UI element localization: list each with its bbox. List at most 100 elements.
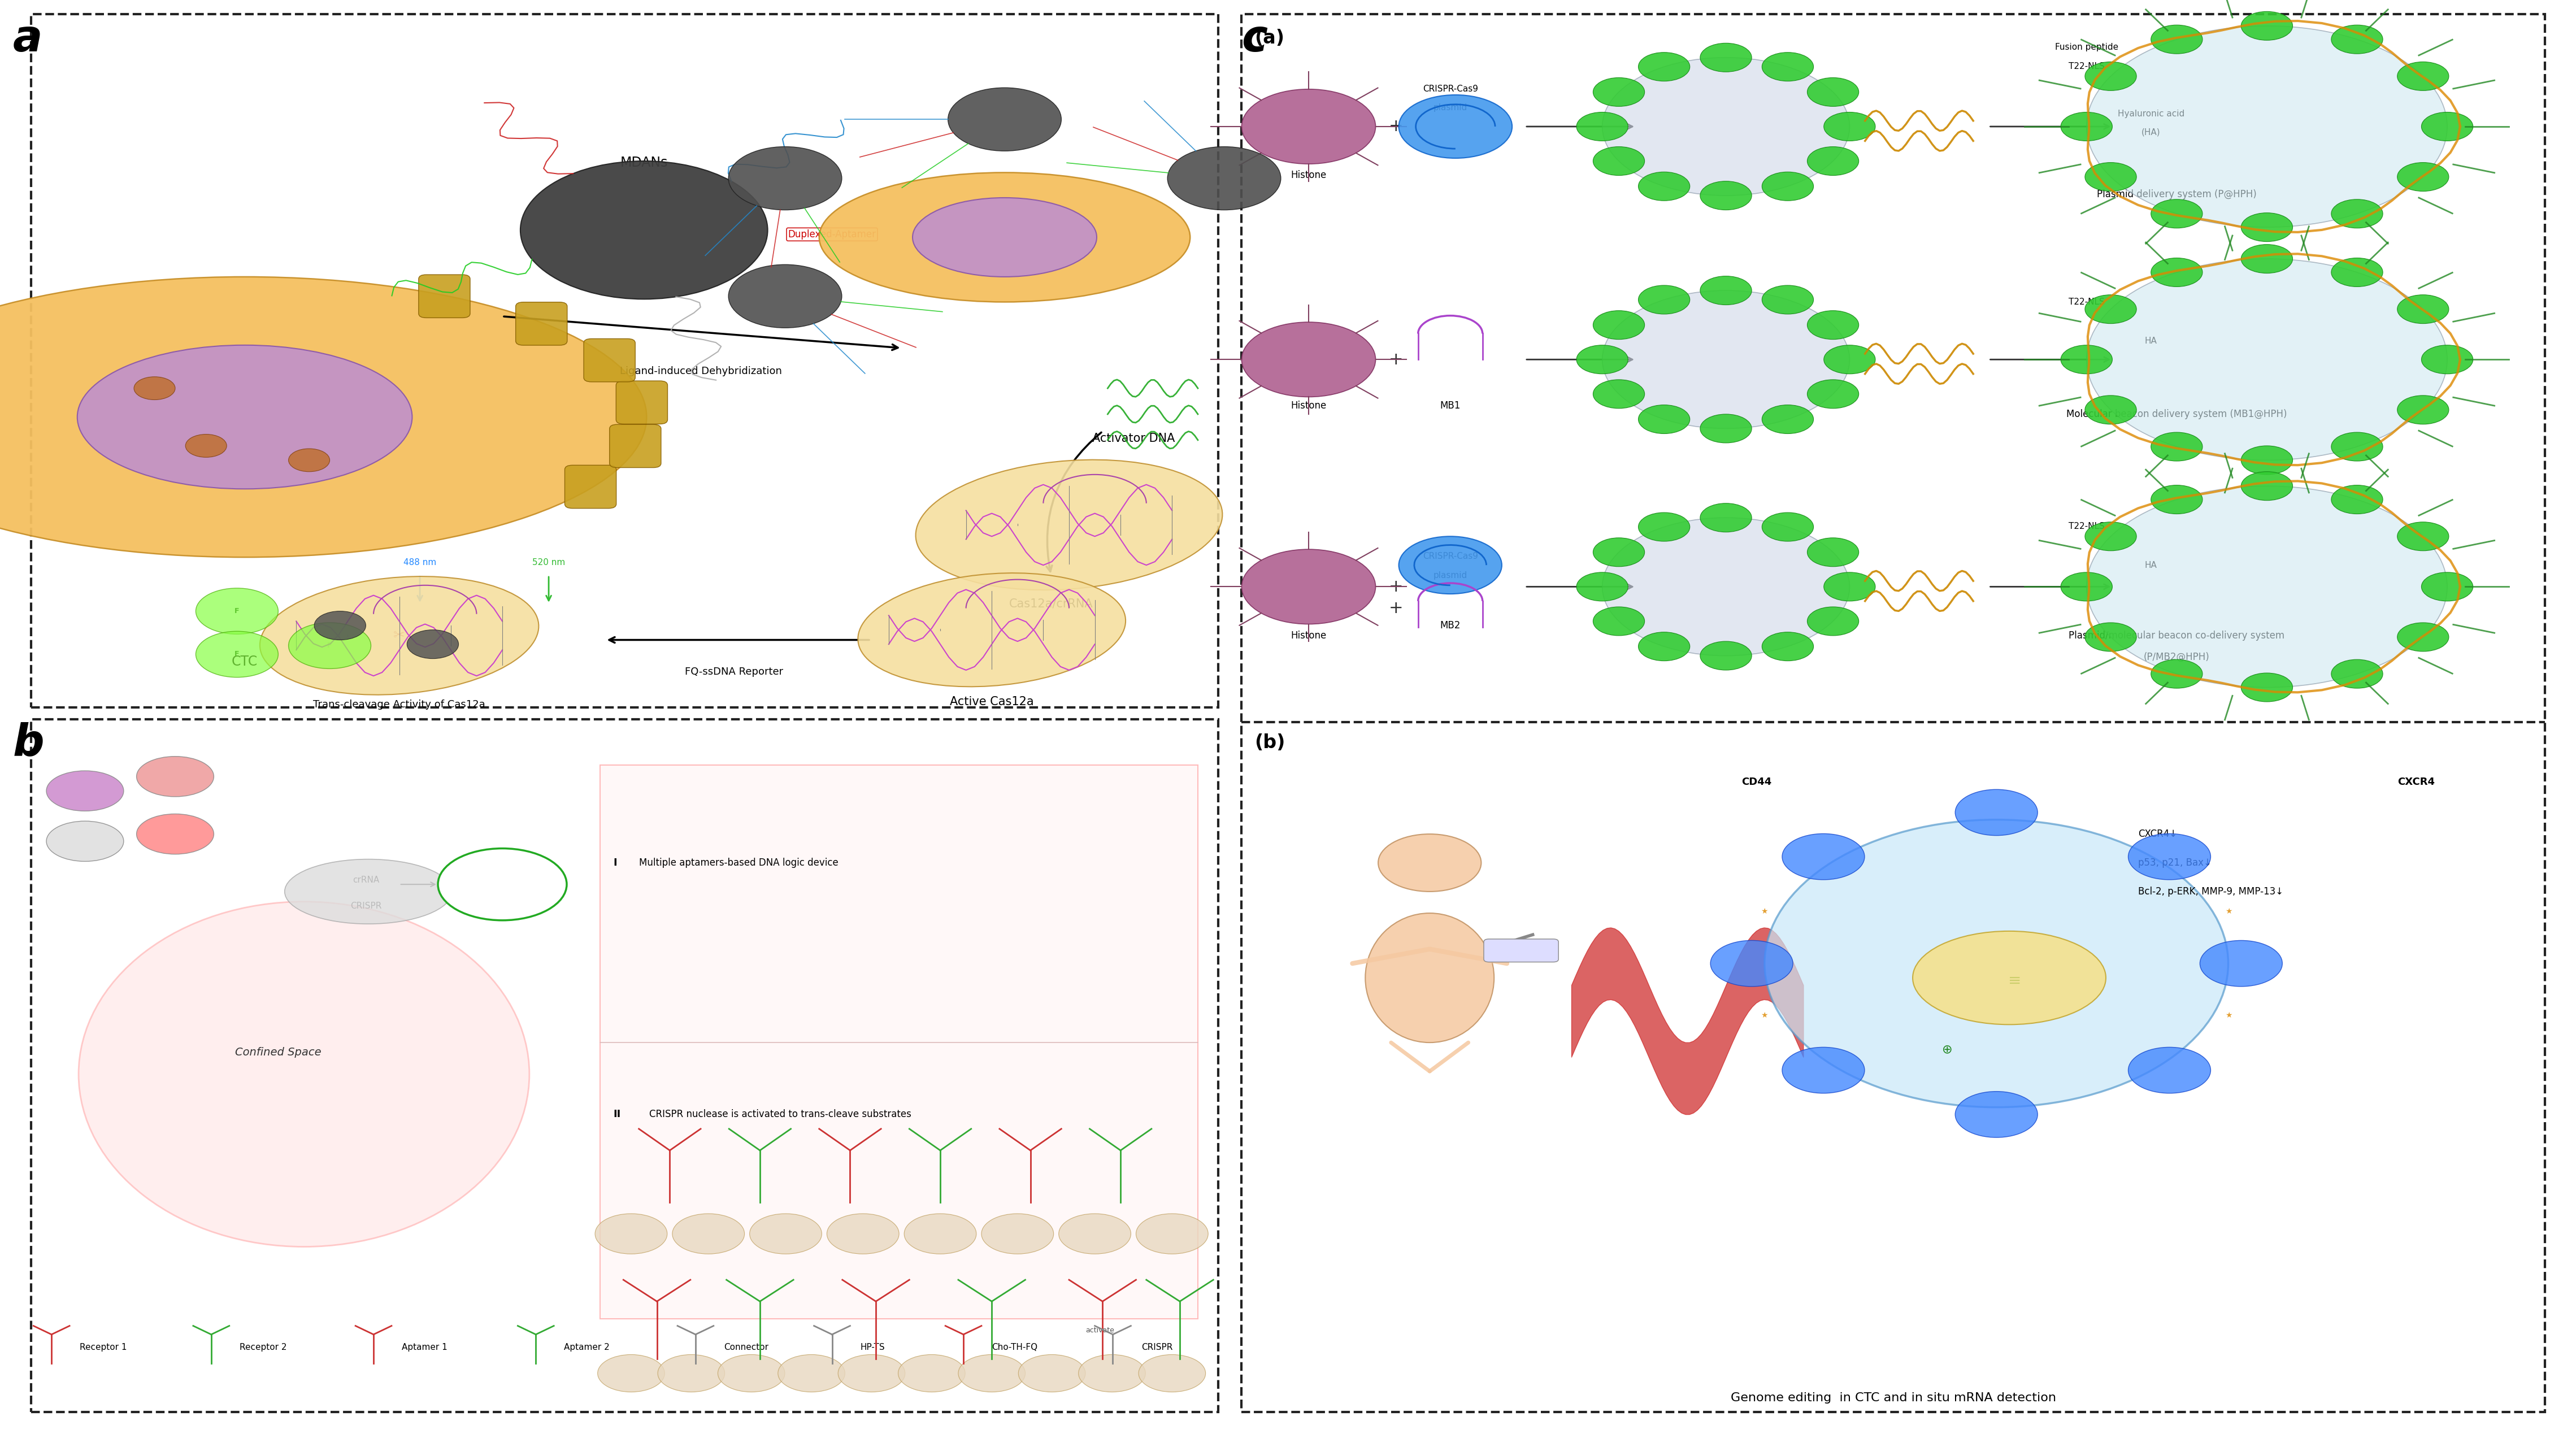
Circle shape — [438, 848, 567, 920]
FancyBboxPatch shape — [417, 275, 469, 318]
Circle shape — [2128, 834, 2210, 880]
Circle shape — [1018, 1355, 1084, 1392]
Circle shape — [719, 1355, 786, 1392]
Circle shape — [1136, 1214, 1208, 1254]
Circle shape — [598, 1355, 665, 1392]
Ellipse shape — [260, 577, 538, 695]
Circle shape — [1955, 789, 2038, 835]
Circle shape — [1079, 1355, 1146, 1392]
Circle shape — [1577, 572, 1628, 601]
Text: CD44: CD44 — [1741, 777, 1772, 788]
Text: +: + — [1388, 600, 1404, 617]
FancyBboxPatch shape — [600, 765, 1198, 1319]
Circle shape — [1139, 1355, 1206, 1392]
Text: Connector: Connector — [724, 1343, 768, 1352]
Circle shape — [2084, 623, 2136, 651]
Circle shape — [948, 88, 1061, 151]
Circle shape — [1808, 147, 1860, 175]
Text: Histone: Histone — [1291, 170, 1327, 181]
Text: Multiple aptamers-based DNA logic device: Multiple aptamers-based DNA logic device — [639, 857, 837, 869]
Text: p53, p21, Bax↓: p53, p21, Bax↓ — [2138, 857, 2210, 869]
Text: CRISPR: CRISPR — [1141, 1343, 1172, 1352]
Circle shape — [1783, 1047, 1865, 1093]
Ellipse shape — [0, 278, 647, 558]
Circle shape — [729, 147, 842, 210]
Text: Duplexed-Aptamer: Duplexed-Aptamer — [788, 229, 876, 240]
Ellipse shape — [137, 756, 214, 797]
Text: MB1: MB1 — [1440, 400, 1461, 411]
Text: Histone: Histone — [1291, 630, 1327, 641]
Circle shape — [2084, 395, 2136, 424]
Text: ★: ★ — [1759, 907, 1767, 915]
Circle shape — [1242, 549, 1376, 624]
Circle shape — [2331, 485, 2383, 513]
Circle shape — [1700, 276, 1752, 305]
Ellipse shape — [283, 860, 453, 925]
Text: Trans-cleavage Activity of Cas12a: Trans-cleavage Activity of Cas12a — [314, 699, 484, 710]
Circle shape — [1808, 538, 1860, 567]
Circle shape — [2151, 485, 2202, 513]
Circle shape — [2151, 200, 2202, 229]
Circle shape — [899, 1355, 966, 1392]
Text: HA: HA — [2146, 336, 2156, 345]
Circle shape — [981, 1214, 1054, 1254]
Circle shape — [2151, 257, 2202, 286]
Circle shape — [289, 449, 330, 472]
Circle shape — [1700, 503, 1752, 532]
Text: Receptor 2: Receptor 2 — [240, 1343, 286, 1352]
Circle shape — [1700, 181, 1752, 210]
Circle shape — [2421, 572, 2473, 601]
Circle shape — [1762, 633, 1814, 661]
Text: (HA): (HA) — [2141, 128, 2161, 137]
Text: +: + — [1388, 578, 1404, 595]
Text: b: b — [13, 722, 44, 765]
Circle shape — [837, 1355, 904, 1392]
Circle shape — [1638, 512, 1690, 541]
FancyBboxPatch shape — [1484, 939, 1558, 962]
Text: Bcl-2, p-ERK, MMP-9, MMP-13↓: Bcl-2, p-ERK, MMP-9, MMP-13↓ — [2138, 886, 2282, 897]
Circle shape — [2241, 472, 2293, 500]
Circle shape — [2061, 345, 2112, 374]
Circle shape — [2241, 12, 2293, 40]
Circle shape — [2398, 162, 2450, 191]
Circle shape — [2241, 673, 2293, 702]
Ellipse shape — [912, 198, 1097, 278]
Circle shape — [520, 161, 768, 299]
Circle shape — [2398, 395, 2450, 424]
Circle shape — [2087, 259, 2447, 460]
Text: (a): (a) — [1255, 29, 1285, 47]
Circle shape — [2084, 162, 2136, 191]
Circle shape — [1399, 95, 1512, 158]
Circle shape — [1638, 633, 1690, 661]
Text: FQ-ssDNA Reporter: FQ-ssDNA Reporter — [685, 666, 783, 677]
Ellipse shape — [914, 460, 1224, 590]
Text: Logic: Logic — [489, 880, 515, 889]
Text: F: F — [234, 650, 240, 659]
Text: CRISPR-Cas9: CRISPR-Cas9 — [1422, 552, 1479, 561]
Text: Molecular beacon delivery system (MB1@HPH): Molecular beacon delivery system (MB1@HP… — [2066, 408, 2287, 420]
Circle shape — [2151, 660, 2202, 689]
Circle shape — [289, 623, 371, 669]
Circle shape — [2421, 112, 2473, 141]
Ellipse shape — [46, 771, 124, 811]
Ellipse shape — [858, 572, 1126, 687]
Circle shape — [1808, 311, 1860, 339]
Circle shape — [2087, 486, 2447, 687]
Circle shape — [1378, 834, 1481, 892]
FancyBboxPatch shape — [1242, 14, 2545, 1412]
Circle shape — [134, 377, 175, 400]
Circle shape — [1592, 311, 1643, 339]
Text: CRISPR: CRISPR — [350, 902, 381, 910]
Text: Confined Space: Confined Space — [234, 1047, 322, 1058]
Text: II: II — [613, 1109, 621, 1120]
Circle shape — [958, 1355, 1025, 1392]
Text: Cho-TH-FQ: Cho-TH-FQ — [992, 1343, 1038, 1352]
Text: Hyaluronic acid: Hyaluronic acid — [2117, 109, 2184, 118]
Circle shape — [1638, 285, 1690, 313]
Text: MDANs: MDANs — [621, 155, 667, 170]
Ellipse shape — [77, 345, 412, 489]
FancyBboxPatch shape — [616, 381, 667, 424]
Circle shape — [2398, 62, 2450, 91]
Circle shape — [2241, 213, 2293, 242]
Text: Aptamer 1: Aptamer 1 — [402, 1343, 448, 1352]
